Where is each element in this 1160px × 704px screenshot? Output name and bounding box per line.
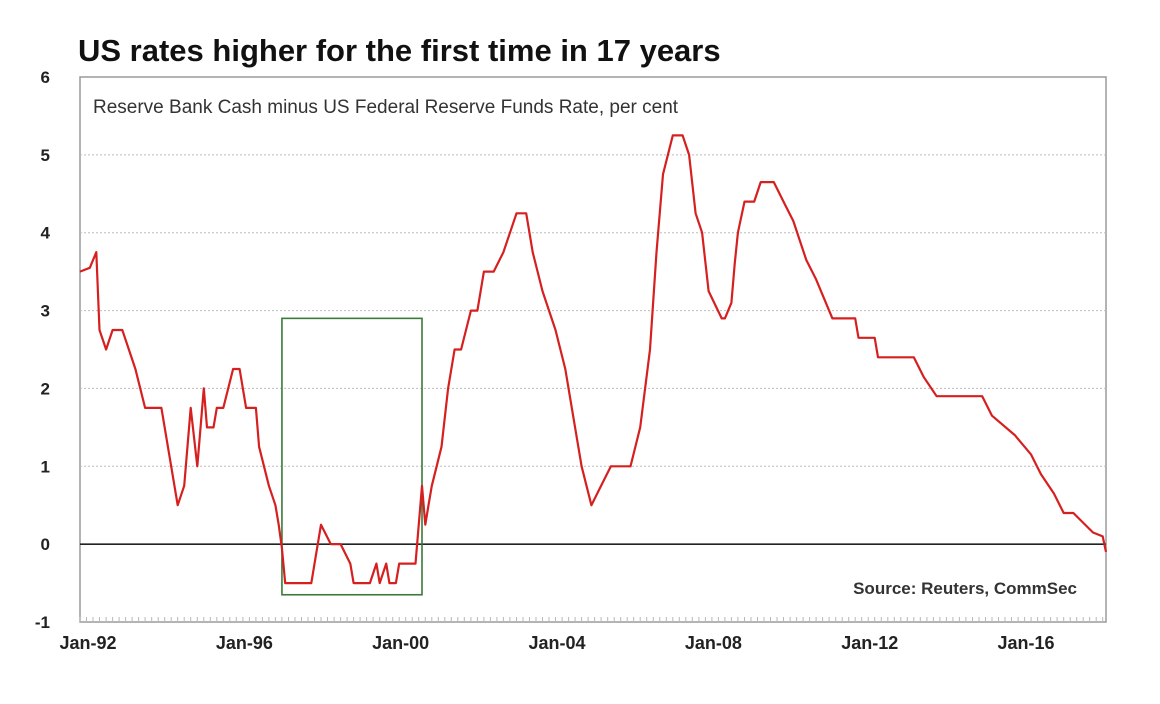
gridlines: [80, 154, 1106, 467]
chart-title: US rates higher for the first time in 17…: [78, 33, 721, 68]
plot-area: [79, 76, 1107, 623]
x-tick-label: Jan-16: [998, 633, 1055, 653]
x-minor-tick-marks: [79, 617, 1104, 622]
x-tick-label: Jan-12: [841, 633, 898, 653]
y-tick-label: 3: [41, 302, 50, 321]
y-tick-label: 6: [41, 68, 50, 87]
x-axis: Jan-92 Jan-96 Jan-00 Jan-04 Jan-08 Jan-12 Jan-…: [59, 633, 1054, 653]
series-layer: [79, 134, 1108, 585]
series-line-0: [79, 134, 1108, 585]
y-tick-label: 2: [41, 379, 50, 398]
x-tick-label: Jan-08: [685, 633, 742, 653]
x-tick-label: Jan-92: [59, 633, 116, 653]
x-axis-minor-ticks: [79, 617, 1104, 622]
y-tick-label: -1: [35, 613, 50, 632]
y-axis: -1 0 1 2 3 4 5 6: [35, 68, 51, 632]
x-tick-label: Jan-00: [372, 633, 429, 653]
y-tick-label: 4: [41, 224, 51, 243]
x-tick-label: Jan-96: [216, 633, 273, 653]
y-tick-label: 5: [41, 146, 50, 165]
source-note: Source: Reuters, CommSec: [853, 579, 1077, 598]
x-tick-label: Jan-04: [529, 633, 586, 653]
chart-subtitle: Reserve Bank Cash minus US Federal Reser…: [93, 97, 679, 118]
y-tick-label: 1: [41, 457, 50, 476]
highlight-box: [281, 317, 423, 596]
y-tick-label: 0: [41, 535, 50, 554]
